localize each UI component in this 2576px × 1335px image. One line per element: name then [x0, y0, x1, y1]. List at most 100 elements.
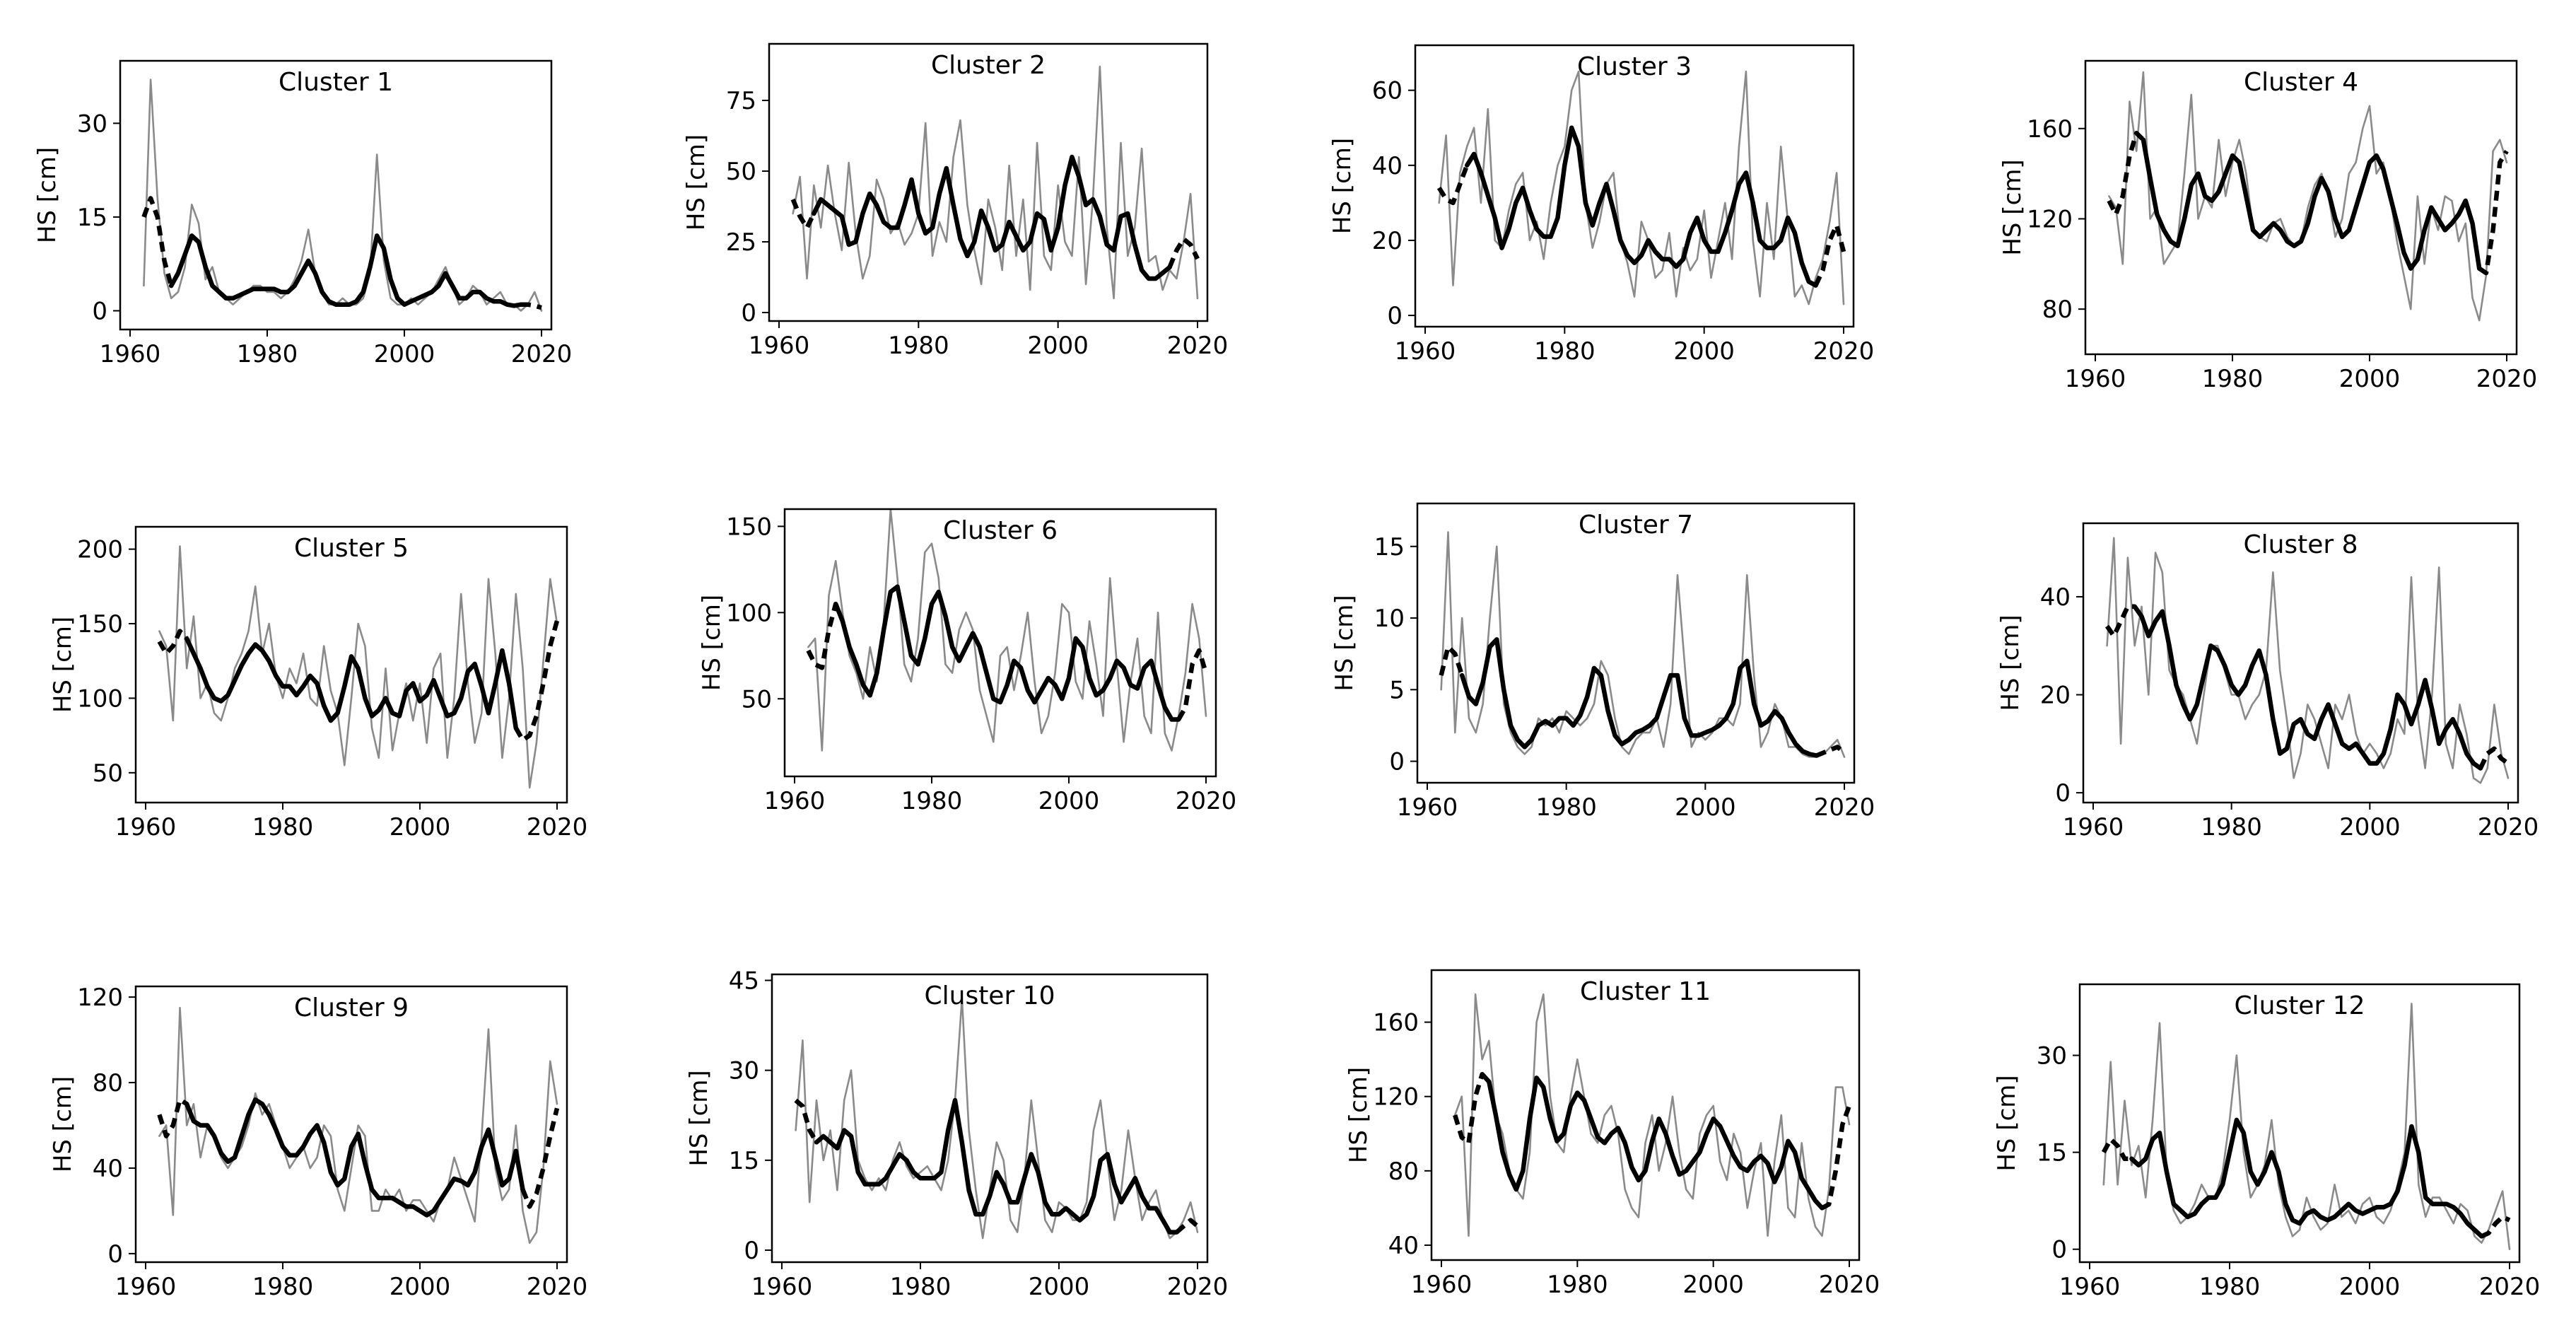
chart-9-ytick-label: 120 [77, 984, 123, 1012]
chart-10-xtick-label: 1980 [890, 1273, 952, 1301]
chart-7-panel: 1960 1980 2000 2020 0 5 10 15 HS [cm] Cluster 7 [1330, 502, 1875, 822]
chart-8-ytick-label: 20 [2040, 682, 2071, 710]
chart-12-title: Cluster 12 [2234, 991, 2365, 1020]
chart-3-series-annual [1438, 70, 1845, 305]
chart-2-xtick-label: 1980 [888, 332, 949, 360]
chart-10-series-smoothed [814, 1097, 1179, 1235]
chart-5-ytick-label: 200 [77, 536, 123, 564]
chart-6-xtick-label: 2020 [1176, 787, 1237, 815]
chart-3-ytick-label: 60 [1372, 77, 1403, 105]
chart-10-ytick-label: 30 [729, 1057, 759, 1085]
chart-1-title: Cluster 1 [279, 68, 393, 97]
chart-10-ylabel: HS [cm] [685, 1070, 713, 1166]
chart-2-xtick-label: 1960 [749, 332, 810, 360]
chart-8-xtick-label: 2020 [2478, 813, 2539, 841]
chart-12-series-smoothed [2129, 1117, 2484, 1239]
chart-9-ytick-label: 0 [107, 1240, 123, 1269]
chart-5-ylabel: HS [cm] [49, 617, 77, 713]
chart-9-series-smoothed-ends [157, 1097, 560, 1209]
chart-3-ytick-label: 0 [1387, 302, 1403, 330]
chart-4-plot-frame [2084, 59, 2518, 356]
chart-6-plot-frame [783, 508, 1217, 778]
chart-11-plot-frame [1430, 969, 1861, 1261]
chart-3-xtick-label: 1980 [1534, 337, 1596, 366]
chart-6-series-smoothed [833, 584, 1181, 722]
chart-10-ytick-label: 45 [729, 967, 759, 995]
chart-4-xtick-label: 1960 [2065, 365, 2126, 393]
chart-7-title: Cluster 7 [1579, 511, 1693, 540]
chart-5-ytick-label: 100 [77, 684, 123, 713]
chart-9-xtick-label: 2000 [390, 1273, 451, 1301]
chart-11-series-smoothed [1480, 1071, 1825, 1211]
chart-11-xtick-label: 1980 [1547, 1271, 1608, 1299]
chart-8-panel: 1960 1980 2000 2020 0 20 40 HS [cm] Cluster 8 [1996, 522, 2539, 841]
chart-10-ytick-label: 0 [744, 1237, 759, 1265]
chart-3-title: Cluster 3 [1577, 52, 1692, 81]
chart-9-series-smoothed [184, 1097, 525, 1218]
chart-9-ytick-label: 40 [93, 1155, 123, 1183]
chart-3-xtick-label: 1960 [1395, 337, 1456, 366]
chart-9-xtick-label: 2020 [527, 1273, 588, 1301]
chart-1-series-smoothed-ends [141, 196, 542, 310]
chart-10-panel: 1960 1980 2000 2020 0 15 30 45 HS [cm] Cluster 10 [685, 967, 1228, 1301]
chart-11-ytick-label: 40 [1388, 1232, 1419, 1260]
chart-8-ytick-label: 40 [2040, 583, 2071, 612]
chart-1-series-annual [143, 78, 543, 312]
chart-1-xtick-label: 2020 [511, 340, 573, 368]
chart-3-series-smoothed [1464, 125, 1818, 288]
chart-7-plot-frame [1416, 502, 1856, 784]
chart-3-plot-frame [1414, 44, 1855, 328]
chart-11-ylabel: HS [cm] [1345, 1067, 1373, 1163]
chart-1-plot-frame [119, 59, 553, 331]
chart-8-series-smoothed [2132, 604, 2483, 771]
chart-9-title: Cluster 9 [294, 993, 409, 1022]
chart-1-xtick-label: 1960 [100, 340, 161, 368]
chart-1-ylabel: HS [cm] [33, 147, 62, 243]
chart-9-ylabel: HS [cm] [49, 1076, 77, 1172]
chart-12-ytick-label: 0 [2051, 1236, 2067, 1264]
chart-8-title: Cluster 8 [2243, 530, 2358, 559]
chart-6-xtick-label: 2000 [1038, 787, 1100, 815]
chart-7-ytick-label: 5 [1389, 676, 1405, 704]
chart-7-ytick-label: 15 [1374, 533, 1405, 561]
chart-8-series-smoothed-ends [2104, 604, 2510, 769]
chart-6-series-smoothed-ends [806, 603, 1209, 721]
chart-12-xtick-label: 1960 [2059, 1273, 2121, 1301]
chart-12-ytick-label: 15 [2037, 1139, 2067, 1167]
chart-10-xtick-label: 1960 [751, 1273, 813, 1301]
chart-2-ytick-label: 25 [726, 228, 756, 257]
chart-8-ytick-label: 0 [2055, 779, 2071, 808]
chart-7-xtick-label: 1960 [1397, 793, 1458, 822]
chart-2-panel: 1960 1980 2000 2020 0 25 50 75 HS [cm] Cluster 2 [682, 42, 1228, 360]
chart-2-xtick-label: 2000 [1027, 332, 1089, 360]
chart-9-plot-frame [134, 985, 568, 1264]
chart-1-series-smoothed [168, 233, 524, 308]
chart-4-title: Cluster 4 [2244, 68, 2358, 97]
chart-7-xtick-label: 1980 [1535, 793, 1597, 822]
chart-1-xtick-label: 1980 [237, 340, 298, 368]
chart-7-series-smoothed-ends [1439, 644, 1846, 758]
chart-2-ytick-label: 50 [726, 158, 756, 186]
chart-11-xtick-label: 2020 [1819, 1271, 1880, 1299]
chart-6-ylabel: HS [cm] [698, 595, 726, 691]
chart-10-title: Cluster 10 [924, 981, 1055, 1010]
chart-9-xtick-label: 1960 [115, 1273, 177, 1301]
chart-12-ylabel: HS [cm] [1993, 1075, 2021, 1171]
chart-8-xtick-label: 2000 [2339, 813, 2401, 841]
chart-11-ytick-label: 80 [1388, 1158, 1419, 1186]
chart-11-series-smoothed-ends [1453, 1073, 1852, 1211]
chart-9-ytick-label: 80 [93, 1069, 123, 1097]
chart-5-series-smoothed [184, 636, 519, 730]
chart-12-xtick-label: 2020 [2479, 1273, 2541, 1301]
chart-9-panel: 1960 1980 2000 2020 0 40 80 120 HS [cm] Cluster 9 [49, 984, 587, 1301]
chart-12-xtick-label: 2000 [2339, 1273, 2401, 1301]
chart-12-ytick-label: 30 [2037, 1042, 2067, 1071]
chart-6-panel: 1960 1980 2000 2020 50 100 150 HS [cm] Cluster 6 [698, 508, 1237, 815]
chart-5-xtick-label: 2020 [527, 813, 588, 841]
chart-1-ytick-label: 30 [77, 110, 107, 138]
chart-8-xtick-label: 1980 [2201, 813, 2262, 841]
chart-5-ytick-label: 150 [77, 610, 123, 639]
chart-6-title: Cluster 6 [943, 516, 1058, 545]
chart-11-ytick-label: 160 [1373, 1009, 1419, 1037]
